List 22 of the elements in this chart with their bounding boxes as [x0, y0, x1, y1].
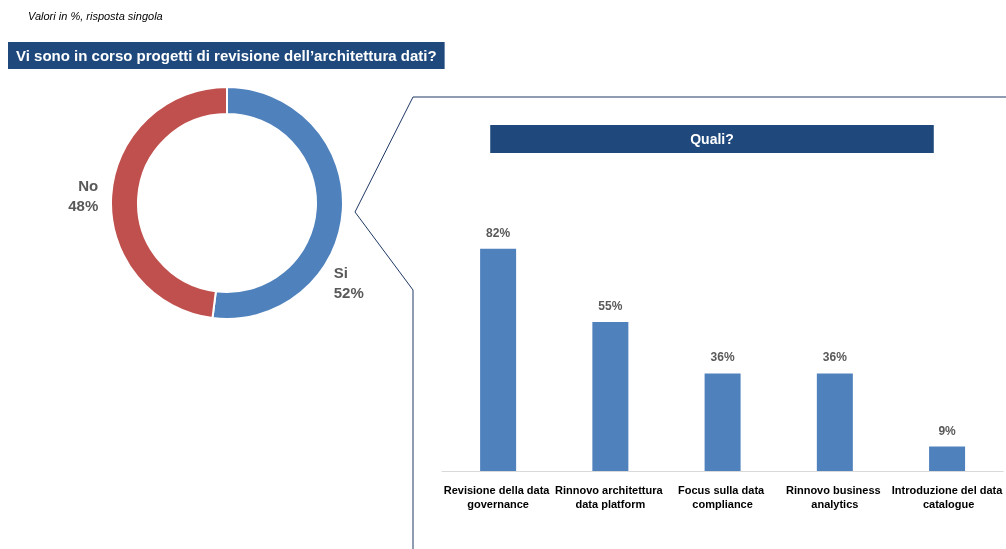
bar: [816, 373, 853, 471]
data-label: 48%: [68, 196, 99, 214]
text: Valori in %, risposta singola: [28, 9, 163, 22]
data-label: 36%: [710, 350, 735, 365]
bar: [480, 248, 517, 471]
data-label: 55%: [598, 298, 623, 313]
data-label: 82%: [486, 225, 511, 240]
x-tick-label: Rinnovo architettura data platform: [555, 484, 666, 510]
chart-title: Vi sono in corso progetti di revisione dell’architettura dati?: [16, 47, 437, 64]
data-label: 9%: [938, 423, 957, 438]
x-tick-label: Focus sulla data compliance: [677, 484, 768, 510]
bar: [929, 446, 966, 471]
x-tick-label: Revisione della data governance: [443, 484, 553, 510]
slice-label: No: [78, 176, 99, 194]
data-label: 52%: [333, 284, 364, 302]
x-tick-label: Introduzione del data catalogue: [891, 484, 1004, 510]
data-label: 36%: [822, 350, 848, 365]
chart-title: Quali?: [690, 131, 734, 147]
x-tick-label: Rinnovo business analytics: [785, 484, 884, 510]
bar: [704, 373, 741, 471]
bar: [592, 321, 629, 471]
slice-label: Si: [333, 264, 348, 282]
